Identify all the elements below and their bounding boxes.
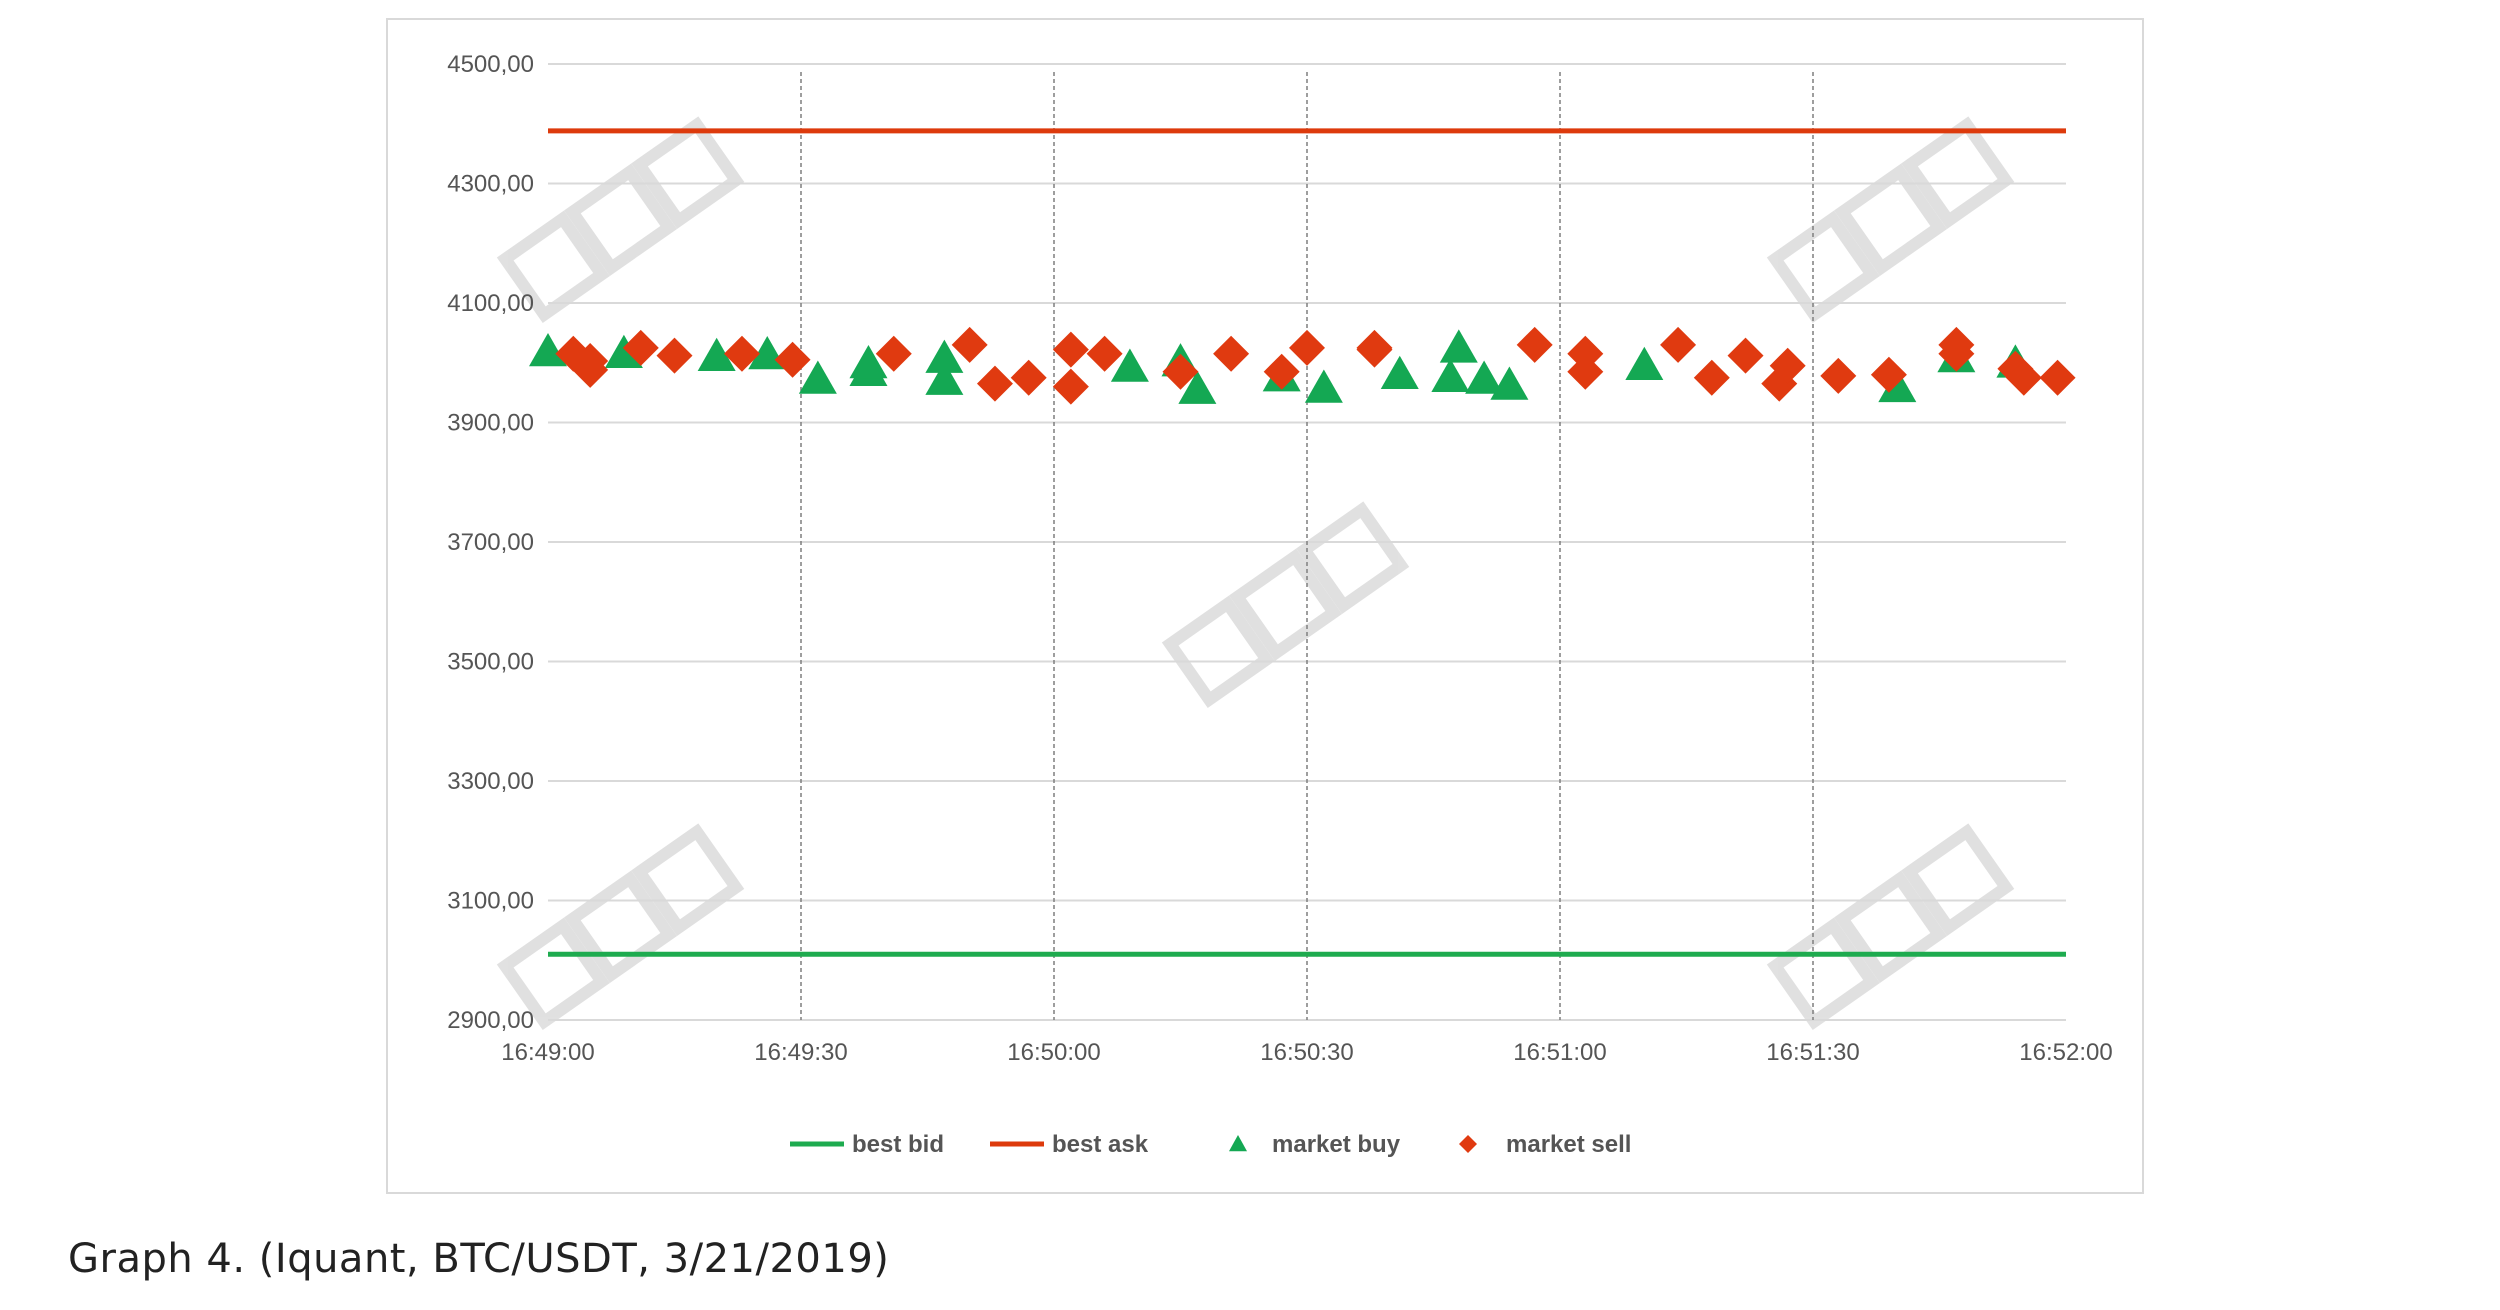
x-tick-labels: 16:49:00 16:49:30 16:50:00 16:50:30 16:51:00… [501, 1039, 2112, 1066]
market-sell-point [976, 365, 1013, 402]
watermark-logo-block [564, 163, 678, 277]
market-sell-point [1052, 368, 1089, 405]
watermark-logo-icon [496, 823, 745, 1031]
x-tick-label: 16:50:00 [1007, 1039, 1100, 1066]
line-series [548, 128, 2066, 957]
market-buy-point [798, 360, 837, 394]
watermark-logo-block [631, 116, 745, 229]
legend-label: market buy [1272, 1131, 1401, 1158]
y-tick-label: 4100,00 [447, 290, 534, 317]
market-buy-point [604, 334, 643, 369]
x-tick-label: 16:51:00 [1513, 1039, 1606, 1066]
legend-label: market sell [1506, 1131, 1631, 1158]
watermark-logo-block [1296, 501, 1410, 614]
market-sell-point [1727, 337, 1764, 374]
market-sell-point [1052, 331, 1089, 368]
chart-frame: 2900,00 3100,00 3300,00 3500,00 3700,00 3900,… [386, 18, 2144, 1194]
market-buy-point [1110, 348, 1149, 382]
watermark-logo-block [1834, 163, 1948, 277]
watermark-layer [496, 116, 2015, 1031]
figure-caption: Graph 4. (Iquant, BTC/USDT, 3/21/2019) [68, 1236, 890, 1282]
legend-label: best bid [852, 1131, 944, 1158]
market-sell-point [2039, 359, 2076, 396]
legend-label: best ask [1052, 1131, 1149, 1158]
market-sell-point [1356, 329, 1393, 366]
y-tick-label: 3700,00 [447, 529, 534, 556]
x-tick-label: 16:49:30 [754, 1039, 847, 1066]
legend: best bid best ask market buy market sell [790, 1131, 1631, 1158]
market-buy-point [1465, 360, 1504, 394]
watermark-logo-block [1229, 548, 1343, 662]
y-tick-label: 4300,00 [447, 171, 534, 198]
market-sell-point [1567, 353, 1604, 390]
market-buy-point [1304, 369, 1343, 403]
watermark-logo-block [1161, 595, 1275, 709]
x-tick-label: 16:49:00 [501, 1039, 594, 1066]
chart-plot: 2900,00 3100,00 3300,00 3500,00 3700,00 3900,… [447, 51, 2112, 1158]
legend-entry: best ask [990, 1131, 1149, 1158]
y-tick-label: 3500,00 [447, 649, 534, 676]
market-buy-point [1625, 346, 1664, 380]
market-sell-point [1820, 357, 1857, 394]
watermark-logo-block [496, 210, 610, 324]
market-buy-point [925, 339, 964, 373]
y-tick-label: 4500,00 [447, 51, 534, 78]
market-sell-point [875, 335, 912, 372]
legend-diamond-swatch [1459, 1135, 1477, 1153]
legend-entry: market sell [1459, 1131, 1631, 1158]
market-sell-point [1516, 326, 1553, 363]
market-buy-point [1878, 368, 1917, 403]
watermark-logo-icon [1161, 501, 1410, 709]
marker-series [529, 326, 2076, 405]
market-sell-point [774, 341, 811, 378]
x-tick-label: 16:52:00 [2019, 1039, 2112, 1066]
market-sell-point [1289, 329, 1325, 366]
y-tick-label: 2900,00 [447, 1007, 534, 1034]
market-sell-point [1660, 326, 1697, 363]
market-buy-point [697, 337, 736, 372]
legend-triangle-swatch [1229, 1135, 1247, 1152]
market-sell-point [1263, 353, 1300, 390]
market-buy-point [925, 361, 964, 395]
market-buy-point [529, 332, 567, 367]
market-buy-point [1490, 366, 1529, 400]
watermark-logo-block [1766, 210, 1880, 324]
watermark-logo-icon [1766, 823, 2015, 1031]
y-tick-labels: 2900,00 3100,00 3300,00 3500,00 3700,00 3900,… [447, 51, 534, 1034]
x-tick-label: 16:51:30 [1766, 1039, 1859, 1066]
market-buy-point [1178, 370, 1217, 404]
market-sell-point [1010, 359, 1047, 396]
market-buy-point [1380, 355, 1419, 389]
legend-entry: best bid [790, 1131, 944, 1158]
y-tick-label: 3300,00 [447, 768, 534, 795]
market-sell-point [1162, 353, 1199, 390]
market-buy-point [849, 344, 888, 379]
market-sell-point [1693, 359, 1730, 396]
y-tick-label: 3900,00 [447, 410, 534, 437]
market-buy-point [1431, 358, 1470, 392]
market-buy-point [1439, 329, 1478, 363]
market-sell-point [1213, 335, 1250, 372]
market-sell-point [1870, 356, 1907, 393]
market-sell-point [622, 329, 659, 366]
market-sell-point [723, 335, 760, 372]
market-sell-point [656, 337, 693, 374]
market-sell-point [951, 326, 988, 363]
x-tick-label: 16:50:30 [1260, 1039, 1353, 1066]
market-sell-point [1769, 347, 1806, 384]
market-sell-point [572, 351, 609, 388]
y-tick-label: 3100,00 [447, 888, 534, 915]
watermark-logo-icon [1766, 116, 2015, 324]
watermark-logo-icon [496, 116, 745, 324]
market-sell-point [2005, 359, 2042, 396]
market-sell-point [1938, 335, 1975, 372]
legend-entry: market buy [1229, 1131, 1401, 1158]
watermark-logo-block [1901, 116, 2015, 229]
market-sell-point [1086, 335, 1123, 372]
